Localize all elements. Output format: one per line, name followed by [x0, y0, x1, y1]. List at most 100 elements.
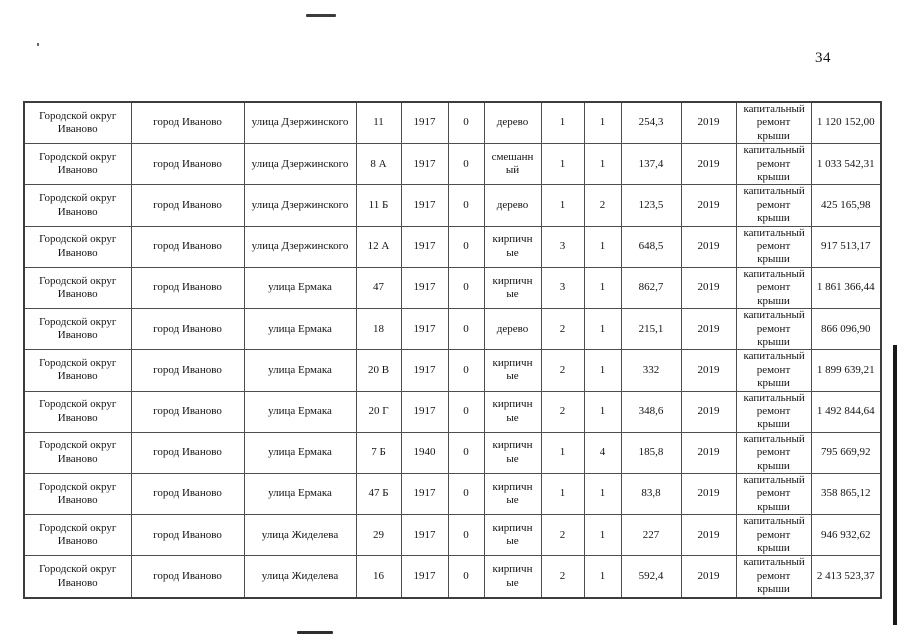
table-cell: город Иваново: [130, 514, 245, 557]
scan-artifact-dot: [37, 43, 39, 46]
table-row: Городской округ Иваново город Иваново улиц…: [23, 101, 882, 145]
table-cell: 1: [583, 514, 622, 557]
table-cell: 1917: [400, 266, 449, 310]
table-cell: 3: [540, 225, 585, 268]
table-cell: 2019: [680, 349, 737, 392]
table-cell: 2019: [680, 101, 737, 145]
table-cell: 1: [540, 143, 585, 186]
table-cell: город Иваново: [130, 143, 245, 186]
table-cell: 1: [583, 266, 622, 310]
table-cell: 2019: [680, 390, 737, 433]
table-cell: улица Ермака: [243, 266, 357, 310]
table-cell: улица Жиделева: [243, 514, 357, 557]
table-cell: 1: [583, 472, 622, 516]
table-cell: капитальный ремонт крыши: [735, 349, 812, 392]
table-cell: Городской округ Иваново: [23, 514, 132, 557]
table-cell: 11: [355, 101, 402, 145]
table-cell: 358 865,12: [810, 472, 882, 516]
table-cell: 1 492 844,64: [810, 390, 882, 433]
table-row: Городской округ Иваново город Иваново улиц…: [23, 431, 882, 474]
table-cell: 866 096,90: [810, 308, 882, 351]
table-cell: Городской округ Иваново: [23, 472, 132, 516]
table-row: Городской округ Иваново город Иваново улиц…: [23, 308, 882, 351]
table-cell: 83,8: [620, 472, 682, 516]
table-cell: капитальный ремонт крыши: [735, 266, 812, 310]
table-cell: капитальный ремонт крыши: [735, 514, 812, 557]
table-cell: 1 899 639,21: [810, 349, 882, 392]
table-cell: 2 413 523,37: [810, 555, 882, 599]
table-cell: 3: [540, 266, 585, 310]
table-cell: 1: [583, 349, 622, 392]
table-cell: 1: [583, 308, 622, 351]
table-body: Городской округ Иваново город Иваново улиц…: [23, 101, 882, 599]
table-cell: 227: [620, 514, 682, 557]
table-row: Городской округ Иваново город Иваново улиц…: [23, 514, 882, 557]
table-cell: 1: [583, 555, 622, 599]
table-cell: улица Дзержинского: [243, 184, 357, 227]
table-cell: 29: [355, 514, 402, 557]
table-cell: 1 120 152,00: [810, 101, 882, 145]
table-cell: 0: [447, 514, 485, 557]
table-cell: 425 165,98: [810, 184, 882, 227]
table-cell: 917 513,17: [810, 225, 882, 268]
table-cell: 795 669,92: [810, 431, 882, 474]
table-cell: 4: [583, 431, 622, 474]
table-cell: 2019: [680, 472, 737, 516]
table-cell: 1: [583, 225, 622, 268]
table-cell: 0: [447, 101, 485, 145]
table-cell: 1 861 366,44: [810, 266, 882, 310]
scan-artifact-right-bar: [893, 345, 897, 625]
table-cell: 11 Б: [355, 184, 402, 227]
table-cell: 2: [540, 390, 585, 433]
table-cell: 648,5: [620, 225, 682, 268]
table-cell: Городской округ Иваново: [23, 555, 132, 599]
table-cell: 1: [583, 101, 622, 145]
table-cell: капитальный ремонт крыши: [735, 472, 812, 516]
page-number: 34: [815, 50, 831, 66]
table-cell: капитальный ремонт крыши: [735, 184, 812, 227]
table-cell: 862,7: [620, 266, 682, 310]
table-cell: кирпичные: [483, 225, 542, 268]
table-cell: Городской округ Иваново: [23, 101, 132, 145]
table-cell: город Иваново: [130, 101, 245, 145]
table-cell: капитальный ремонт крыши: [735, 555, 812, 599]
table-cell: улица Ермака: [243, 308, 357, 351]
table-cell: 2019: [680, 431, 737, 474]
table-cell: 185,8: [620, 431, 682, 474]
table-cell: 2019: [680, 555, 737, 599]
table-cell: 0: [447, 308, 485, 351]
table-cell: 20 Г: [355, 390, 402, 433]
table-cell: капитальный ремонт крыши: [735, 308, 812, 351]
table-cell: город Иваново: [130, 349, 245, 392]
table-cell: 1: [583, 390, 622, 433]
table-cell: кирпичные: [483, 349, 542, 392]
table-cell: 2: [540, 555, 585, 599]
table-cell: 18: [355, 308, 402, 351]
table-cell: 2019: [680, 184, 737, 227]
table-cell: 47: [355, 266, 402, 310]
table-cell: 1 033 542,31: [810, 143, 882, 186]
table-cell: 2019: [680, 225, 737, 268]
table-cell: кирпичные: [483, 266, 542, 310]
table-cell: улица Дзержинского: [243, 225, 357, 268]
table-cell: 2019: [680, 308, 737, 351]
table-cell: 2019: [680, 266, 737, 310]
table-cell: улица Ермака: [243, 349, 357, 392]
table-cell: 7 Б: [355, 431, 402, 474]
table-cell: улица Жиделева: [243, 555, 357, 599]
table-row: Городской округ Иваново город Иваново улиц…: [23, 184, 882, 227]
table-cell: 946 932,62: [810, 514, 882, 557]
table-cell: 1940: [400, 431, 449, 474]
table-cell: 2: [540, 349, 585, 392]
table-cell: улица Дзержинского: [243, 143, 357, 186]
table-cell: 1917: [400, 143, 449, 186]
table-cell: город Иваново: [130, 431, 245, 474]
table-cell: 2019: [680, 514, 737, 557]
table-cell: капитальный ремонт крыши: [735, 101, 812, 145]
table-cell: 137,4: [620, 143, 682, 186]
table-cell: город Иваново: [130, 184, 245, 227]
table-cell: 1917: [400, 555, 449, 599]
table-cell: 0: [447, 472, 485, 516]
table-cell: 0: [447, 431, 485, 474]
